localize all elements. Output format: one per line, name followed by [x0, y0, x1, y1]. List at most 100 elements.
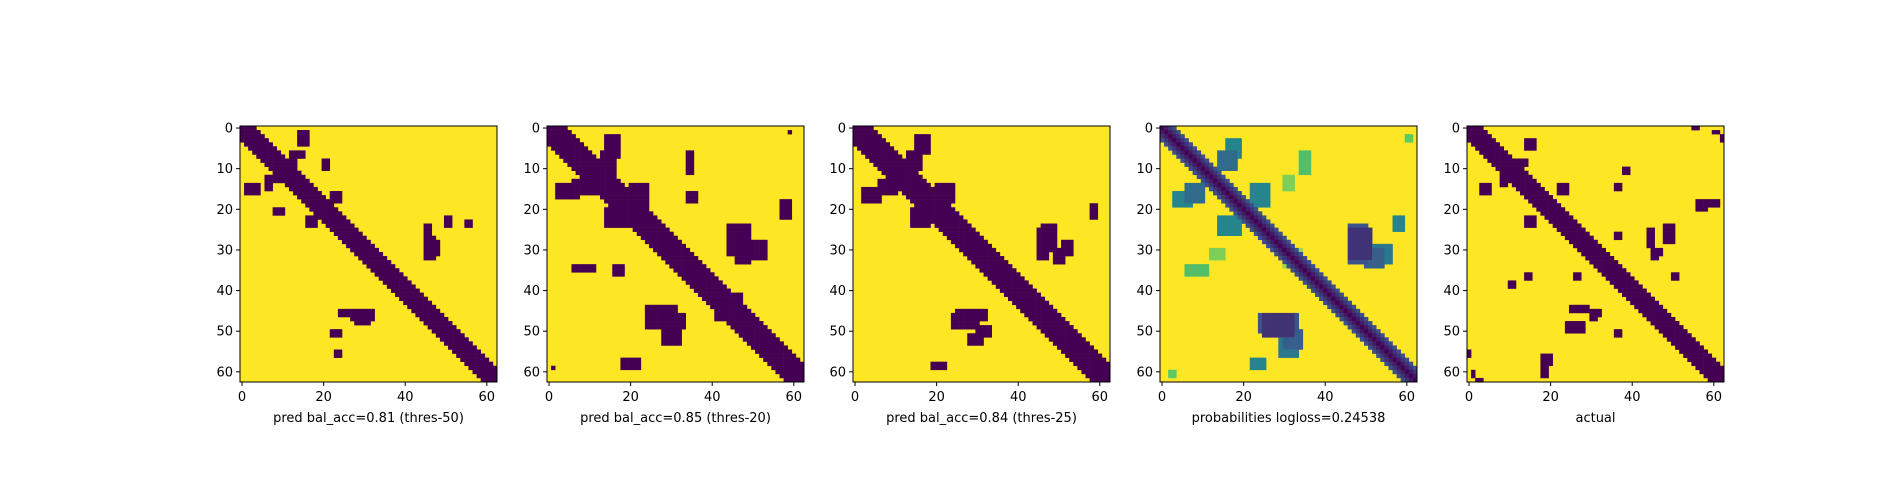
heatmap-cell — [1560, 227, 1566, 232]
heatmap-cell — [750, 312, 756, 318]
heatmap-cell — [608, 186, 613, 192]
heatmap-cell — [616, 264, 621, 269]
heatmap-cell — [967, 239, 972, 245]
heatmap-cell — [591, 268, 597, 273]
heatmap-cell — [628, 215, 633, 220]
heatmap-cell — [468, 357, 473, 362]
heatmap-cell — [657, 325, 662, 330]
heatmap-cell — [354, 235, 359, 241]
heatmap-cell — [480, 353, 486, 358]
heatmap-cell — [1568, 325, 1574, 330]
heatmap-cell — [918, 223, 923, 228]
heatmap-cell — [726, 243, 731, 249]
heatmap-cell — [767, 341, 772, 346]
heatmap-cell — [693, 264, 699, 269]
heatmap-cell — [889, 146, 895, 151]
heatmap-cell — [930, 186, 935, 192]
heatmap-cell — [938, 186, 944, 192]
heatmap-cell — [439, 316, 445, 322]
heatmap-cell — [734, 296, 740, 302]
heatmap-cell — [738, 296, 744, 302]
heatmap-cell — [689, 158, 695, 163]
heatmap-cell — [472, 365, 477, 371]
heatmap-cell — [1524, 146, 1529, 151]
heatmap-cell — [755, 345, 760, 350]
heatmap-cell — [767, 361, 772, 367]
heatmap-cell — [693, 199, 699, 204]
heatmap-cell — [1388, 256, 1393, 261]
heatmap-cell — [1290, 247, 1295, 253]
heatmap-cell — [1347, 251, 1353, 257]
heatmap-cell — [1573, 219, 1578, 224]
heatmap-cell — [987, 325, 992, 330]
heatmap-cell — [1016, 292, 1021, 297]
heatmap-cell — [616, 195, 621, 200]
heatmap-cell — [1511, 174, 1517, 180]
heatmap-cell — [1036, 300, 1041, 306]
heatmap-cell — [779, 369, 784, 375]
heatmap-cell — [604, 174, 609, 180]
heatmap-cell — [718, 308, 723, 314]
heatmap-cell — [910, 182, 915, 188]
heatmap-cell — [1392, 353, 1397, 358]
heatmap-cell — [922, 211, 927, 216]
heatmap-cell — [922, 215, 927, 220]
heatmap-cell — [906, 186, 911, 192]
heatmap-cell — [1658, 251, 1664, 257]
heatmap-cell — [1654, 321, 1660, 326]
heatmap-cell — [1315, 268, 1320, 273]
heatmap-cell — [1249, 191, 1255, 196]
heatmap-cell — [390, 268, 396, 273]
heatmap-cell — [1483, 191, 1488, 196]
y-tick-label: 40 — [1136, 284, 1153, 299]
heatmap-cell — [897, 154, 903, 159]
heatmap-cell — [946, 195, 952, 200]
heatmap-cell — [1040, 321, 1046, 326]
heatmap-cell — [632, 215, 638, 220]
heatmap-cell — [853, 142, 858, 147]
heatmap-cell — [555, 134, 560, 139]
heatmap-cell — [893, 150, 899, 155]
heatmap-cell — [1249, 195, 1255, 200]
heatmap-cell — [710, 288, 715, 293]
heatmap-cell — [305, 186, 310, 192]
heatmap-cell — [1213, 186, 1218, 192]
heatmap-cell — [567, 134, 572, 139]
heatmap-cell — [934, 186, 939, 192]
heatmap-cell — [901, 191, 907, 196]
heatmap-cell — [1699, 203, 1704, 208]
heatmap-cell — [1687, 333, 1692, 338]
heatmap-cell — [885, 178, 891, 184]
heatmap-cell — [1192, 264, 1198, 269]
heatmap-cell — [1666, 235, 1672, 241]
heatmap-cell — [914, 219, 919, 224]
heatmap-cell — [1290, 337, 1295, 342]
heatmap-cell — [1286, 182, 1291, 188]
heatmap-cell — [1719, 373, 1725, 379]
heatmap-cell — [1471, 373, 1476, 379]
heatmap-cell — [1548, 195, 1553, 200]
heatmap-cell — [669, 329, 674, 334]
heatmap-cell — [983, 325, 988, 330]
heatmap-cell — [1528, 174, 1533, 180]
heatmap-cell — [1310, 268, 1316, 273]
heatmap-cell — [1249, 365, 1255, 371]
heatmap-cell — [1703, 365, 1708, 371]
heatmap-cell — [1032, 312, 1037, 318]
heatmap-cell — [604, 195, 609, 200]
heatmap-cell — [1306, 260, 1312, 265]
heatmap-cell — [321, 199, 326, 204]
heatmap-cell — [1065, 247, 1070, 253]
heatmap-cell — [595, 162, 601, 167]
heatmap-cell — [358, 231, 363, 237]
heatmap-cell — [718, 292, 723, 297]
heatmap-cell — [628, 195, 633, 200]
heatmap-cell — [1585, 243, 1590, 249]
heatmap-cell — [922, 146, 927, 151]
heatmap-cell — [730, 223, 735, 228]
heatmap-cell — [1036, 304, 1041, 310]
heatmap-cell — [1699, 207, 1704, 212]
heatmap-cell — [288, 154, 294, 159]
heatmap-cell — [759, 325, 764, 330]
heatmap-cell — [1347, 235, 1353, 241]
